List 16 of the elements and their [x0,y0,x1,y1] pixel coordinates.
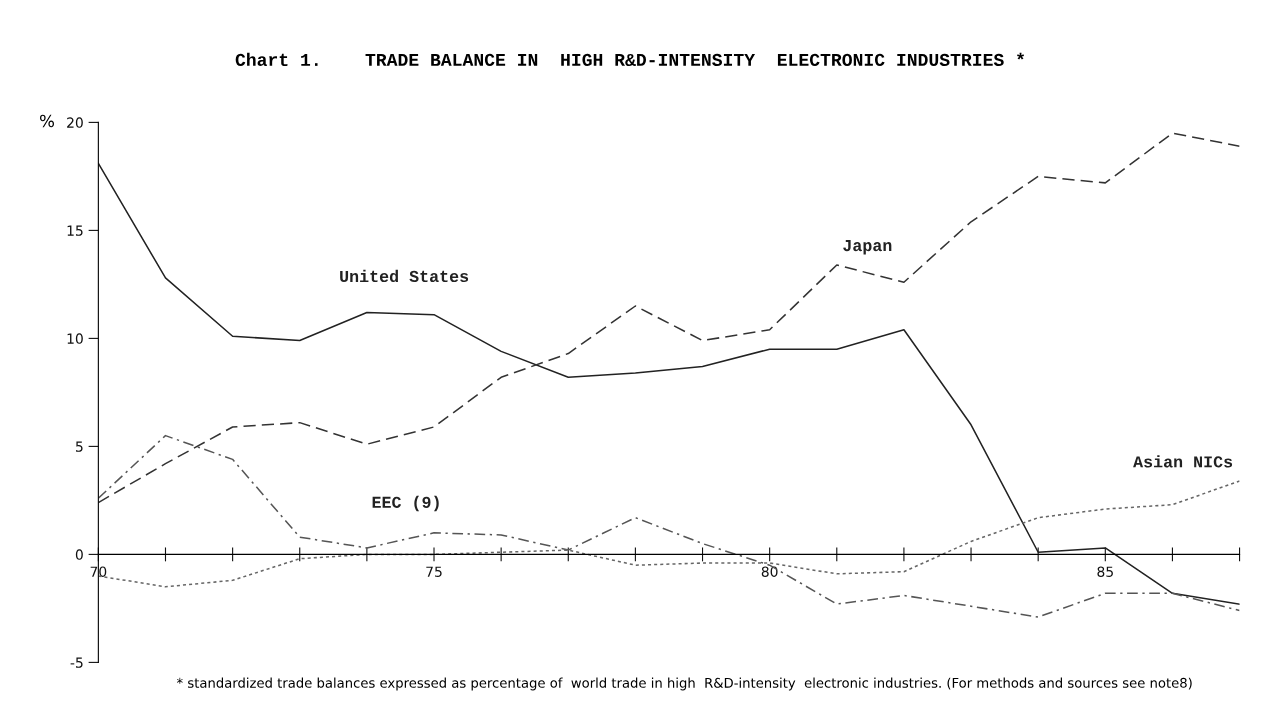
x-tick-label: 75 [426,566,442,577]
x-tick-label: 80 [761,566,778,577]
y-axis-title: % [40,114,54,128]
y-tick-label: 15 [67,225,83,236]
x-tick-label: 85 [1097,566,1113,577]
y-tick-label: 20 [67,117,83,128]
series-label: EEC (9) [372,495,439,512]
chart-title: Chart 1. TRADE BALANCE IN HIGH R&D-INTENSITY ELECTRONIC INDUSTRIES * [235,52,1024,67]
text: * standardized trade balances expressed as percentage of world trade in high R&D-intensity electronic industries. (For methods and sources see note8) [176,677,1192,691]
text: United States [340,269,469,283]
series-label: Asian NICs [1133,455,1233,468]
y-tick-label: 10 [67,333,83,344]
series-label: Japan [843,240,892,255]
y-tick-label: 5 [76,441,83,452]
y-tick-label: 0 [75,549,83,560]
y-tick-label: -5 [70,657,83,668]
